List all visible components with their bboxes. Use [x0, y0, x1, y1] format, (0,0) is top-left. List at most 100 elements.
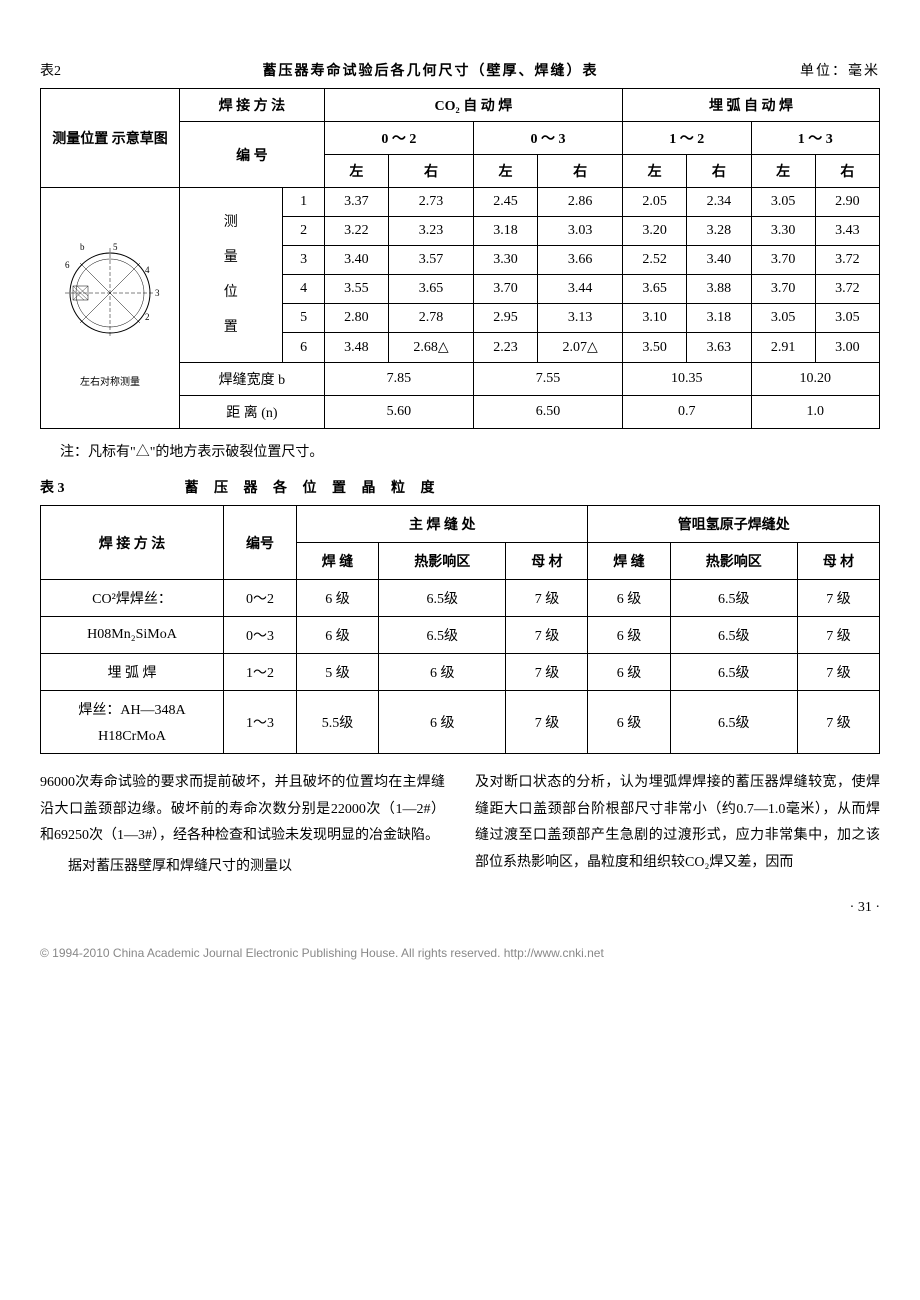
h13-left: 左: [751, 155, 815, 188]
row-num: 6: [283, 333, 324, 363]
cell: 2.95: [473, 304, 537, 333]
cell: 2.78: [389, 304, 474, 333]
body-text: 96000次寿命试验的要求而提前破坏，并且破坏的位置均在主焊缝沿大口盖颈部边缘。…: [40, 770, 880, 880]
distance-val: 6.50: [473, 396, 622, 429]
cell: 3.88: [687, 275, 751, 304]
t3-cell: 6 级: [379, 691, 506, 754]
t3-cell: 7 级: [797, 617, 879, 654]
t3-haz-h: 热影响区: [379, 543, 506, 580]
cell: 3.30: [751, 217, 815, 246]
h02-left: 左: [324, 155, 388, 188]
t3-cell: 6 级: [297, 580, 379, 617]
cell: 3.63: [687, 333, 751, 363]
cell: 3.70: [751, 275, 815, 304]
cell: 3.66: [538, 246, 623, 275]
cell: 3.20: [623, 217, 687, 246]
t3-bh: 0～2: [224, 580, 297, 617]
cell: 3.50: [623, 333, 687, 363]
t3-method2b: 焊丝：AH—348A H18CrMoA: [41, 691, 224, 754]
cell: 3.00: [815, 333, 879, 363]
cell: 2.34: [687, 188, 751, 217]
t3-weld-h2: 焊 缝: [588, 543, 670, 580]
t3-weld-h: 焊 缝: [297, 543, 379, 580]
cell: 3.57: [389, 246, 474, 275]
t3-bh: 0～3: [224, 617, 297, 654]
measure-pos-label: 测量位置: [180, 188, 283, 363]
cell: 3.43: [815, 217, 879, 246]
table2: 测量位置 示意草图 焊 接 方 法 CO₂ 自 动 焊 埋 弧 自 动 焊 编 …: [40, 88, 880, 429]
svg-text:4: 4: [145, 265, 150, 275]
cell: 3.55: [324, 275, 388, 304]
t3-cell: 6 级: [297, 617, 379, 654]
table2-title: 蓄压器寿命试验后各几何尺寸（壁厚、焊缝）表: [61, 60, 800, 80]
cell: 2.05: [623, 188, 687, 217]
t3-bh: 1～3: [224, 691, 297, 754]
col-diagram-header: 测量位置 示意草图: [41, 89, 180, 188]
cell: 2.45: [473, 188, 537, 217]
t3-cell: 7 级: [797, 580, 879, 617]
cell: 2.07△: [538, 333, 623, 363]
svg-text:b: b: [80, 242, 85, 252]
row-num: 5: [283, 304, 324, 333]
row-num: 2: [283, 217, 324, 246]
t3-method2a: 埋 弧 焊: [41, 654, 224, 691]
weld-width-val: 7.85: [324, 363, 473, 396]
t3-cell: 6.5级: [379, 580, 506, 617]
t3-cell: 7 级: [506, 617, 588, 654]
svg-text:3: 3: [155, 288, 160, 298]
t3-cell: 6.5级: [670, 617, 797, 654]
t3-pipe-weld-header: 管咀氢原子焊缝处: [588, 506, 880, 543]
cell: 3.28: [687, 217, 751, 246]
arc-group-header: 埋 弧 自 动 焊: [623, 89, 880, 122]
h12: 1 ～ 2: [623, 122, 751, 155]
p2: 据对蓄压器壁厚和焊缝尺寸的测量以: [40, 854, 445, 881]
t3-cell: 6 级: [588, 580, 670, 617]
cell: 3.13: [538, 304, 623, 333]
t3-cell: 6.5级: [670, 691, 797, 754]
svg-text:6: 6: [65, 260, 70, 270]
table2-note: 注：凡标有"△"的地方表示破裂位置尺寸。: [60, 441, 880, 461]
t3-cell: 6 级: [588, 654, 670, 691]
t3-cell: 5.5级: [297, 691, 379, 754]
distance-val: 5.60: [324, 396, 473, 429]
h13-right: 右: [815, 155, 879, 188]
distance-val: 0.7: [623, 396, 751, 429]
t3-cell: 7 级: [506, 691, 588, 754]
t3-cell: 6.5级: [670, 654, 797, 691]
weld-width-label: 焊缝宽度 b: [180, 363, 325, 396]
weld-width-val: 10.20: [751, 363, 879, 396]
cell: 3.65: [389, 275, 474, 304]
cell: 3.05: [751, 188, 815, 217]
cell: 3.65: [623, 275, 687, 304]
body-col2: 及对断口状态的分析，认为埋弧焊焊接的蓄压器焊缝较宽，使焊缝距大口盖颈部台阶根部尺…: [475, 770, 880, 880]
cell: 3.72: [815, 275, 879, 304]
cell: 2.73: [389, 188, 474, 217]
t3-cell: 7 级: [506, 580, 588, 617]
table3-label: 表 3: [40, 477, 65, 497]
h12-right: 右: [687, 155, 751, 188]
t3-cell: 7 级: [506, 654, 588, 691]
co2-group-header: CO₂ 自 动 焊: [324, 89, 622, 122]
t3-cell: 6 级: [379, 654, 506, 691]
cell: 3.48: [324, 333, 388, 363]
t3-method-header: 焊 接 方 法: [41, 506, 224, 580]
cell: 3.37: [324, 188, 388, 217]
t3-method1b: H08Mn₂SiMoA: [41, 617, 224, 654]
h13: 1 ～ 3: [751, 122, 879, 155]
p1: 96000次寿命试验的要求而提前破坏，并且破坏的位置均在主焊缝沿大口盖颈部边缘。…: [40, 775, 445, 843]
table3-title: 蓄 压 器 各 位 置 晶 粒 度: [185, 477, 441, 497]
t3-base-h: 母 材: [506, 543, 588, 580]
t3-haz-h2: 热影响区: [670, 543, 797, 580]
cell: 2.86: [538, 188, 623, 217]
distance-label: 距 离 (n): [180, 396, 325, 429]
t3-cell: 7 级: [797, 654, 879, 691]
diagram-cell: 4 3 2 5 6 b 左右对称测量: [41, 188, 180, 429]
t3-cell: 6.5级: [670, 580, 797, 617]
cell: 2.52: [623, 246, 687, 275]
h03: 0 ～ 3: [473, 122, 622, 155]
cell: 3.18: [687, 304, 751, 333]
cell: 3.03: [538, 217, 623, 246]
row-num: 1: [283, 188, 324, 217]
table3-header: 表 3 蓄 压 器 各 位 置 晶 粒 度: [40, 477, 880, 497]
table2-header: 表2 蓄压器寿命试验后各几何尺寸（壁厚、焊缝）表 单位：毫米: [40, 60, 880, 80]
